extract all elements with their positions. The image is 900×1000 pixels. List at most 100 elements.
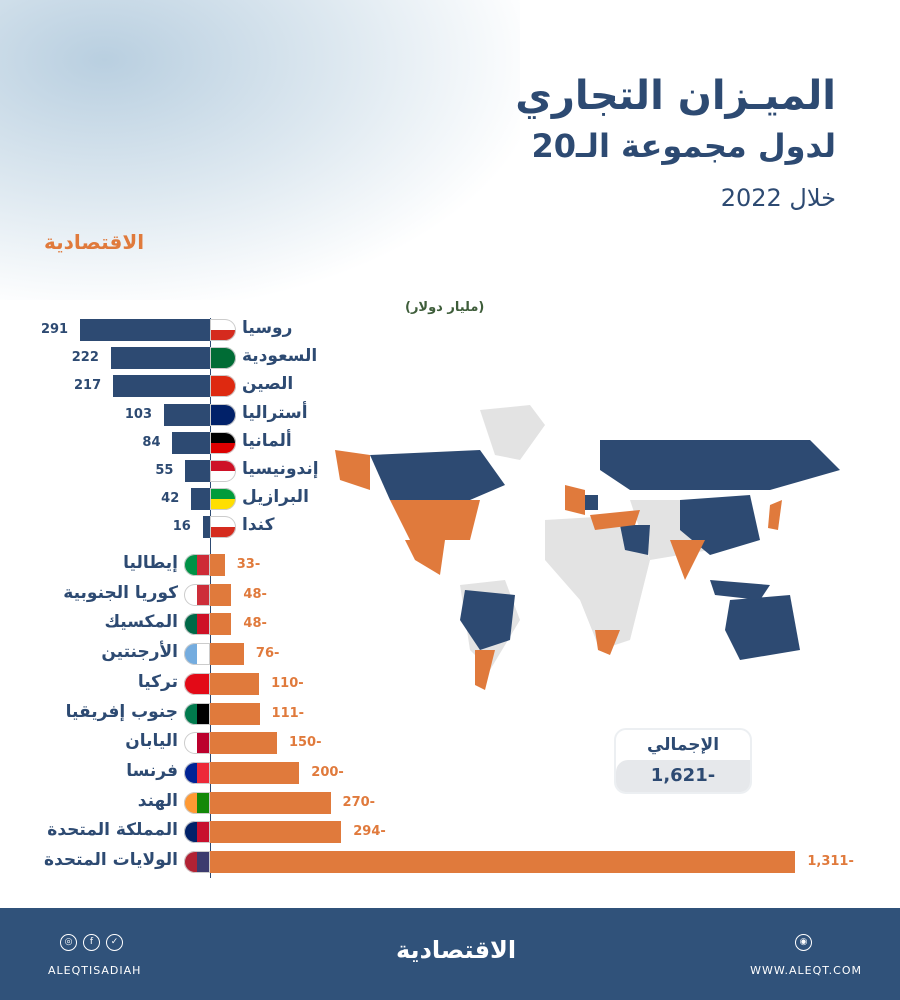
category-label-5: إندونيسيا [242,459,319,479]
bar-3 [164,403,210,426]
value-label-7: 16 [172,519,191,535]
bar-17 [210,821,342,844]
map-argentina [475,650,495,690]
flag-icon-11 [184,643,210,666]
category-label-7: كندا [242,515,275,536]
flag-icon-10 [184,613,210,636]
value-label-1: 222 [71,350,99,366]
category-label-18: الولايات المتحدة [44,850,178,870]
flag-icon-13 [184,702,210,725]
value-label-0: 291 [40,322,69,337]
flag-icon-15 [184,761,210,784]
map-south-africa [595,630,620,655]
map-alaska [335,450,370,490]
bar-2 [113,375,210,398]
web-icon: ◉ [795,934,812,951]
category-label-11: الأرجنتين [101,642,178,663]
category-label-14: اليابان [125,731,178,752]
flag-icon-5 [210,460,236,482]
unit-label: (مليار دولار) [405,300,485,315]
map-africa [545,515,650,650]
title-year: خلال 2022 [720,184,836,212]
footer: ◎ f ✓ ALEQTISADIAH الاقتصادية ◉ WWW.ALEQ… [0,908,900,1000]
map-russia [600,440,840,490]
map-canada [370,450,505,500]
value-label-4: 84 [142,434,161,450]
value-label-12: 110- [271,675,304,691]
category-label-4: ألمانيا [242,430,292,451]
category-label-2: الصين [242,374,294,395]
value-label-10: 48- [243,616,267,632]
flag-icon-17 [184,821,210,844]
flag-icon-0 [210,319,236,341]
flag-icon-8 [184,554,210,576]
bar-10 [210,613,232,636]
title-block: الميـزان التجاري لدول مجموعة الـ20 خلال … [515,70,836,220]
flag-icon-7 [210,516,236,539]
facebook-icon[interactable]: f [83,934,100,951]
flag-icon-4 [210,431,236,454]
value-label-5: 55 [155,463,174,478]
bar-14 [210,732,277,755]
category-label-15: فرنسا [126,760,178,781]
category-label-10: المكسيك [104,612,178,633]
instagram-icon[interactable]: ◎ [60,934,77,951]
map-saudi [620,525,650,555]
value-label-13: 111- [271,705,305,721]
bar-0 [80,319,210,341]
brand-logo-top: الاقتصادية [44,230,145,254]
bar-7 [202,516,210,539]
category-label-3: أستراليا [242,402,308,423]
category-label-16: الهند [137,790,178,811]
flag-icon-16 [184,791,210,814]
total-box: الإجمالي 1,621- [614,728,752,794]
value-label-18: 1,311- [807,854,854,869]
category-label-17: المملكة المتحدة [47,820,178,841]
flag-icon-12 [184,672,210,695]
value-label-3: 103 [124,406,153,422]
category-label-12: تركيا [137,671,178,692]
flag-icon-6 [210,488,236,511]
background-photo [0,0,520,300]
flag-icon-2 [210,375,236,398]
total-value: 1,621- [616,760,750,792]
flag-icon-14 [184,732,210,755]
bar-4 [172,431,210,454]
value-label-15: 200- [311,764,344,780]
flag-icon-1 [210,347,236,370]
category-label-8: إيطاليا [123,553,178,573]
flag-icon-3 [210,403,236,426]
social-handle[interactable]: ALEQTISADIAH [48,964,142,977]
social-icons: ◎ f ✓ [60,934,123,951]
total-label: الإجمالي [646,735,720,755]
category-label-13: جنوب إفريقيا [65,701,178,722]
value-label-8: 33- [236,557,261,572]
map-greenland [480,405,545,460]
twitter-icon[interactable]: ✓ [106,934,123,951]
value-label-14: 150- [288,735,322,751]
category-label-0: روسيا [242,318,293,338]
map-indonesia [710,580,770,600]
bar-8 [210,554,225,576]
bar-18 [210,851,796,873]
bar-1 [110,347,210,370]
world-map [335,405,840,690]
bar-13 [210,702,260,725]
bar-15 [210,761,300,784]
title-line2: لدول مجموعة الـ20 [531,127,836,165]
map-brazil [460,590,515,650]
category-label-6: البرازيل [242,487,309,508]
value-label-6: 42 [161,491,180,507]
map-italy-turkey [590,510,640,530]
bar-5 [185,460,210,482]
value-label-16: 270- [342,794,376,810]
bar-12 [210,672,260,695]
value-label-17: 294- [353,824,386,840]
flag-icon-9 [184,583,210,606]
map-australia [725,595,800,660]
brand-logo-footer: الاقتصادية [396,936,517,964]
bar-9 [210,583,232,606]
website-link[interactable]: WWW.ALEQT.COM [750,964,862,977]
bar-11 [210,643,244,666]
map-india [670,540,705,580]
